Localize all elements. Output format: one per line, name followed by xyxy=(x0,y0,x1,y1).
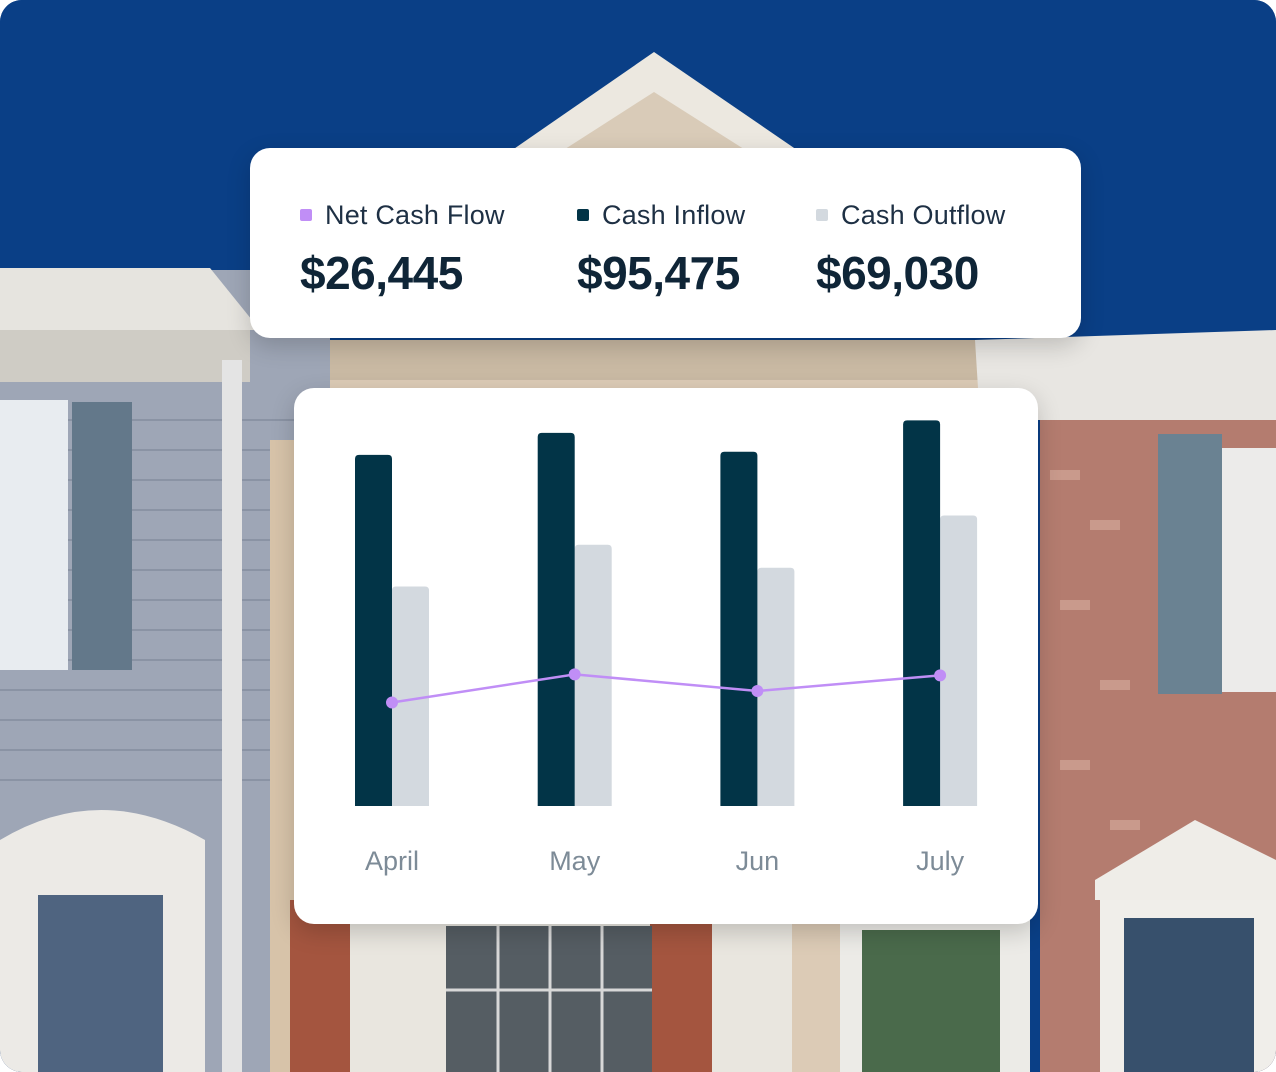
cash-outflow-swatch xyxy=(816,209,828,221)
point-net-cash-flow-may xyxy=(568,668,581,681)
bar-cash-inflow-jun xyxy=(720,451,758,806)
cash-inflow-swatch xyxy=(577,209,589,221)
bar-cash-inflow-april xyxy=(355,454,392,806)
x-tick-label-april: April xyxy=(365,846,419,876)
bar-cash-outflow-july xyxy=(940,515,978,806)
cash-flow-chart-card: April May Jun July xyxy=(294,388,1038,924)
net-cash-flow-value: $26,445 xyxy=(300,247,463,299)
line-net-cash-flow xyxy=(391,673,941,704)
point-net-cash-flow-april xyxy=(386,696,398,709)
x-tick-label-jun: Jun xyxy=(736,846,780,876)
cash-inflow-metric: Cash Inflow $95,475 xyxy=(577,200,745,300)
cash-inflow-label: Cash Inflow xyxy=(602,199,746,230)
cash-outflow-metric: Cash Outflow $69,030 xyxy=(816,200,1005,300)
bar-cash-inflow-may xyxy=(537,432,575,806)
cash-inflow-value: $95,475 xyxy=(577,247,740,299)
point-net-cash-flow-july xyxy=(934,669,947,682)
cash-outflow-value: $69,030 xyxy=(816,247,979,299)
net-cash-flow-label: Net Cash Flow xyxy=(325,199,505,230)
point-net-cash-flow-jun xyxy=(751,685,764,698)
net-cash-flow-metric: Net Cash Flow $26,445 xyxy=(300,200,505,300)
cash-flow-chart: April May Jun July xyxy=(355,420,978,876)
x-tick-label-may: May xyxy=(549,846,601,876)
bar-cash-outflow-april xyxy=(392,586,429,806)
bar-cash-inflow-july xyxy=(903,420,941,806)
net-cash-flow-swatch xyxy=(300,209,312,221)
x-tick-label-july: July xyxy=(916,846,965,876)
cash-flow-summary-card: Net Cash Flow $26,445 Cash Inflow $95,47… xyxy=(250,148,1081,338)
bar-cash-outflow-jun xyxy=(757,567,795,806)
cash-outflow-label: Cash Outflow xyxy=(841,199,1006,230)
